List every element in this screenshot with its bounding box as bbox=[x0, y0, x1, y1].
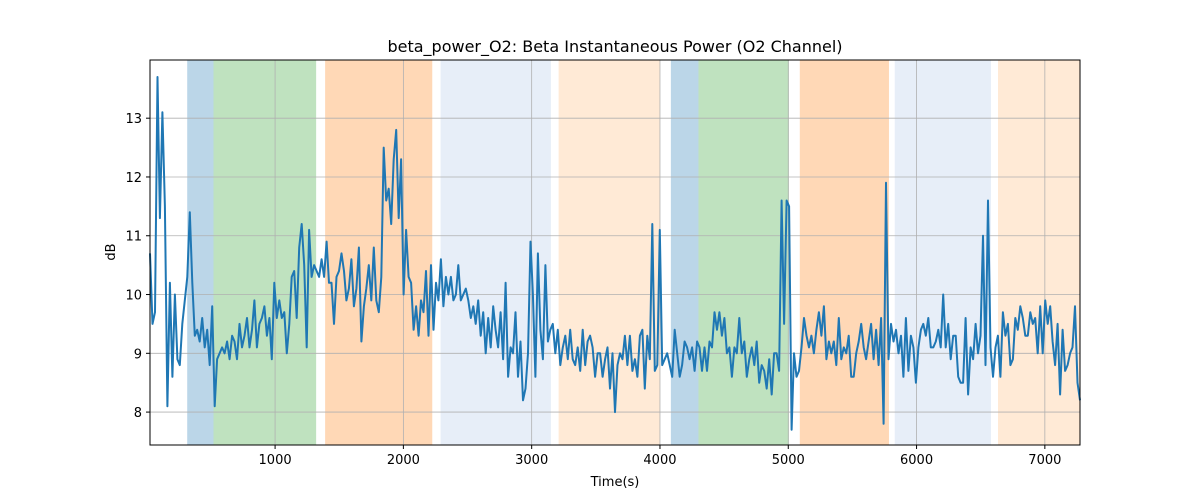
y-axis-label: dB bbox=[104, 243, 119, 260]
axes-frame bbox=[149, 59, 1081, 446]
y-tick-label: 10 bbox=[125, 289, 142, 304]
x-tick-label: 1000 bbox=[259, 453, 292, 468]
shaded-span-5 bbox=[670, 60, 699, 445]
chart-title: beta_power_O2: Beta Instantaneous Power … bbox=[387, 37, 842, 57]
ticks: 1000 2000 3000 4000 5000 6000 7000 8 9 10 11 12 13 bbox=[125, 112, 1061, 468]
x-tick-label: 3000 bbox=[515, 453, 548, 468]
x-tick-label: 6000 bbox=[900, 453, 933, 468]
shaded-span-1 bbox=[213, 60, 317, 445]
x-tick-label: 7000 bbox=[1028, 453, 1061, 468]
y-tick-label: 12 bbox=[125, 171, 142, 186]
shaded-span-7 bbox=[799, 60, 889, 445]
shaded-spans bbox=[187, 60, 1080, 445]
x-tick-label: 5000 bbox=[772, 453, 805, 468]
x-tick-label: 2000 bbox=[387, 453, 420, 468]
shaded-span-3 bbox=[440, 60, 551, 445]
x-tick-label: 4000 bbox=[643, 453, 676, 468]
y-tick-label: 13 bbox=[125, 112, 142, 127]
y-tick-label: 8 bbox=[134, 406, 142, 421]
y-tick-label: 11 bbox=[125, 230, 142, 245]
shaded-span-9 bbox=[998, 60, 1080, 445]
shaded-span-8 bbox=[894, 60, 991, 445]
shaded-span-6 bbox=[698, 60, 789, 445]
shaded-span-2 bbox=[325, 60, 433, 445]
series-line-beta-power-o2 bbox=[149, 76, 1081, 431]
y-tick-label: 9 bbox=[134, 347, 142, 362]
x-axis-label: Time(s) bbox=[590, 475, 640, 490]
